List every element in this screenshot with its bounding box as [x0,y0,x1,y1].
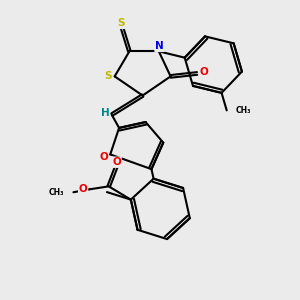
Text: N: N [155,41,164,51]
Text: O: O [99,152,108,162]
Text: H: H [101,108,110,118]
Text: S: S [104,71,112,81]
Text: O: O [199,67,208,77]
Text: O: O [112,157,121,167]
Text: CH₃: CH₃ [49,188,64,197]
Text: CH₃: CH₃ [236,106,251,115]
Text: O: O [79,184,88,194]
Text: S: S [117,18,124,28]
